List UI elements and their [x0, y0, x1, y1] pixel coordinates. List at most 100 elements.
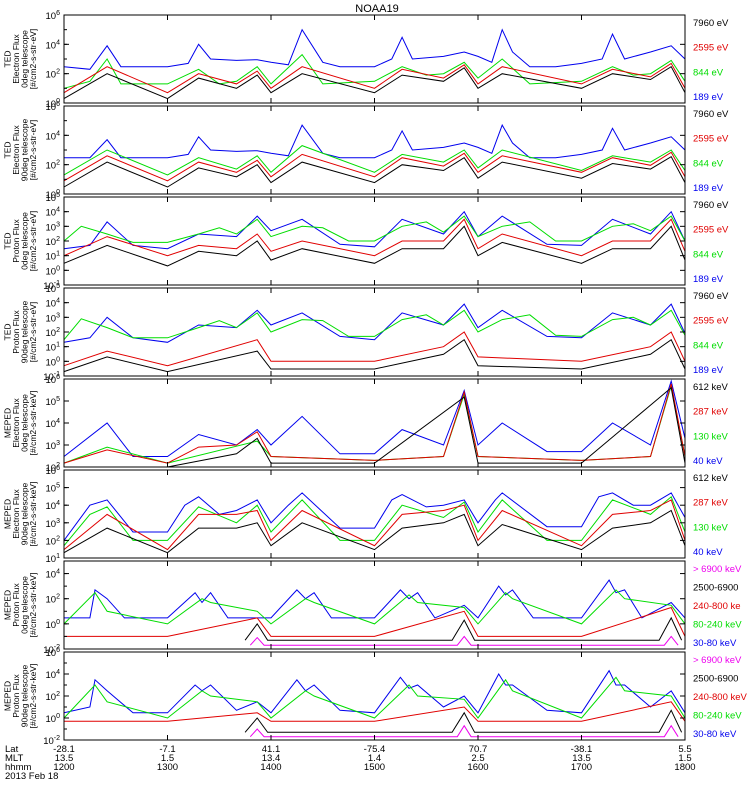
legend-entry: 130 keV [693, 431, 729, 442]
x-mlt-label: 1.5 [161, 753, 174, 764]
y-tick-label: 106 [46, 647, 61, 659]
x-mlt-label: 1.5 [678, 753, 691, 764]
y-tick-label: 102 [46, 69, 61, 81]
panel-4-series-blue [63, 303, 686, 343]
panel-4-ylabel-line: [#/cm2-s-str-eV] [28, 302, 38, 362]
legend-entry: 189 eV [693, 92, 724, 103]
legend-entry: 2595 eV [693, 134, 729, 145]
panel-6-ylabel-line: MEPED [2, 499, 12, 529]
x-hhmm-label: 1600 [467, 762, 488, 773]
y-tick-label: 103 [46, 221, 61, 233]
panel-6-frame [63, 469, 686, 559]
panel-7-series-green [63, 589, 686, 625]
panel-4-series-green [63, 309, 686, 341]
panel-8-ylabel-line: 90deg telescope [19, 665, 29, 728]
legend-entry: 189 eV [693, 365, 724, 376]
y-tick-label: 101 [46, 553, 61, 565]
x-hhmm-label: 1800 [674, 762, 695, 773]
x-hhmm-label: 1300 [157, 762, 178, 773]
legend-entry: 7960 eV [693, 200, 729, 211]
legend-entry: 30-80 keV [693, 638, 737, 649]
y-tick-label: 100 [46, 619, 61, 631]
panel-5-series-black [64, 386, 686, 468]
panel-8-series-red [64, 701, 686, 722]
x-hhmm-label: 1700 [571, 762, 592, 773]
x-row-label: Lat [5, 744, 19, 755]
legend-entry: 240-800 ke [693, 601, 741, 612]
panel-2-series-red [63, 151, 686, 182]
y-tick-label: 100 [46, 713, 61, 725]
x-lat-label: 41.1 [262, 744, 281, 755]
legend-entry: 7960 eV [693, 109, 729, 120]
panel-8-series-black [244, 709, 683, 733]
legend-entry: 80-240 keV [693, 711, 742, 722]
y-tick-label: 100 [46, 98, 61, 110]
y-tick-label: 10-2 [43, 735, 60, 747]
panel-7-ylabel-line: [#/cm2-s-str-keV] [28, 573, 38, 638]
panel-7-series-black [244, 616, 683, 641]
y-tick-label: 106 [46, 374, 61, 386]
panel-7-series-magenta [249, 635, 679, 646]
y-tick-label: 101 [46, 342, 61, 354]
panel-3-ylabel-line: Proton Flux [11, 219, 21, 263]
panel-1-series-blue [63, 28, 686, 70]
y-tick-label: 100 [46, 356, 61, 368]
panel-1-ylabel-line: [#/cm2-s-str-eV] [28, 29, 38, 89]
legend-entry: 2595 eV [693, 316, 729, 327]
panel-2-series-black [63, 156, 686, 188]
legend-entry: 240-800 keV [693, 692, 748, 703]
y-tick-label: 103 [46, 518, 61, 530]
panel-1-frame [63, 14, 686, 104]
y-tick-label: 104 [46, 130, 61, 142]
legend-entry: 2500-6900 [693, 583, 738, 594]
panel-2-frame [63, 105, 686, 195]
y-tick-label: 100 [46, 265, 61, 277]
panel-8-series-green [63, 676, 686, 719]
panel-6-series-red [63, 499, 686, 551]
panel-8-ylabel-line: MEPED [2, 681, 12, 711]
x-lat-label: -38.1 [571, 744, 593, 755]
panel-2-ylabel-line: [#/cm2-s-str-eV] [28, 120, 38, 180]
panel-8-series-blue [63, 669, 686, 714]
x-hhmm-label: 1500 [364, 762, 385, 773]
panel-7-series-red [64, 606, 686, 637]
legend-entry: 844 eV [693, 249, 724, 260]
panel-6-series-black [63, 509, 686, 554]
y-tick-label: 102 [46, 594, 61, 606]
panel-7-frame [63, 560, 686, 650]
panel-3-series-blue [63, 210, 686, 250]
y-tick-label: 105 [46, 396, 61, 408]
panel-4-ylabel-line: 90deg telescope [19, 301, 29, 364]
figure-title: NOAA19 [355, 3, 398, 15]
legend-entry: 844 eV [693, 158, 724, 169]
y-tick-label: 104 [46, 298, 61, 310]
x-mlt-label: 13.4 [262, 753, 281, 764]
legend-entry: 612 keV [693, 473, 729, 484]
y-tick-label: 104 [46, 669, 61, 681]
panel-2-series-blue [64, 123, 686, 159]
panel-6-series-green [63, 495, 686, 547]
panel-3-ylabel-line: TED [2, 233, 12, 250]
panel-6-ylabel-line: [#/cm2-s-str-keV] [28, 482, 38, 547]
y-tick-label: 105 [46, 192, 61, 204]
panel-2-ylabel-line: Electron Flux [11, 124, 21, 174]
legend-entry: 2595 eV [693, 225, 729, 236]
panel-6-ylabel-line: Electron Flux [11, 488, 21, 538]
panel-6-ylabel-line: 90deg telescope [19, 483, 29, 546]
y-tick-label: 104 [46, 39, 61, 51]
y-tick-label: 104 [46, 207, 61, 219]
panel-5-ylabel-line: 0deg telescope [19, 394, 29, 452]
y-tick-label: 104 [46, 569, 61, 581]
legend-entry: > 6900 keV [693, 655, 742, 666]
panel-4-series-red [63, 331, 686, 367]
panel-3-series-red [63, 218, 686, 257]
x-mlt-label: 1.4 [368, 753, 381, 764]
panel-5-series-green [63, 385, 686, 464]
legend-entry: 2595 eV [693, 43, 729, 54]
